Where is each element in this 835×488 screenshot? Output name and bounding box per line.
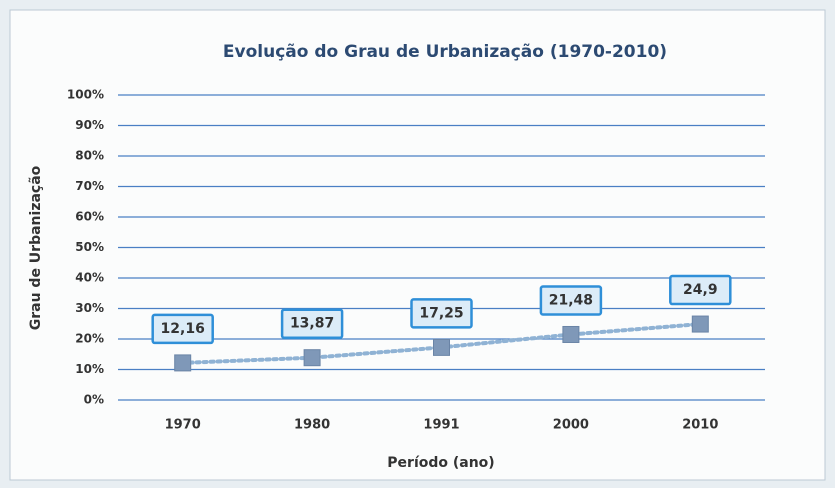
y-tick-label: 80% bbox=[75, 149, 104, 163]
marker bbox=[433, 338, 450, 356]
y-tick-label: 100% bbox=[67, 88, 104, 102]
data-label: 12,16 bbox=[161, 321, 205, 337]
y-tick-label: 70% bbox=[75, 179, 104, 193]
y-tick-label: 40% bbox=[75, 271, 104, 285]
data-label: 17,25 bbox=[419, 305, 463, 321]
data-label: 24,9 bbox=[683, 282, 718, 298]
x-tick-label: 1970 bbox=[165, 418, 201, 433]
y-tick-label: 20% bbox=[75, 332, 104, 346]
chart-title: Evolução do Grau de Urbanização (1970-20… bbox=[223, 42, 667, 62]
x-tick-label: 1991 bbox=[423, 418, 459, 433]
data-label-box bbox=[280, 308, 344, 339]
y-tick-label: 0% bbox=[84, 393, 104, 407]
data-label-box bbox=[539, 285, 603, 316]
data-label: 13,87 bbox=[290, 316, 334, 332]
y-tick-label: 60% bbox=[75, 210, 104, 224]
x-axis-label: Período (ano) bbox=[387, 455, 494, 471]
y-tick-label: 30% bbox=[75, 301, 104, 315]
y-tick-label: 90% bbox=[75, 118, 104, 132]
data-label-box bbox=[410, 298, 473, 329]
x-tick-label: 2010 bbox=[682, 418, 718, 433]
marker bbox=[303, 349, 321, 367]
data-label-box bbox=[151, 313, 214, 345]
x-tick-label: 2000 bbox=[553, 418, 589, 433]
y-axis-label: Grau de Urbanização bbox=[28, 165, 44, 330]
x-tick-label: 1980 bbox=[294, 418, 330, 433]
y-tick-label: 10% bbox=[75, 362, 104, 376]
data-label: 21,48 bbox=[549, 292, 593, 308]
marker bbox=[174, 354, 192, 372]
y-tick-label: 50% bbox=[75, 240, 104, 254]
marker bbox=[691, 315, 709, 333]
data-label-box bbox=[669, 274, 732, 306]
chart-frame bbox=[9, 9, 826, 481]
marker bbox=[562, 325, 580, 343]
